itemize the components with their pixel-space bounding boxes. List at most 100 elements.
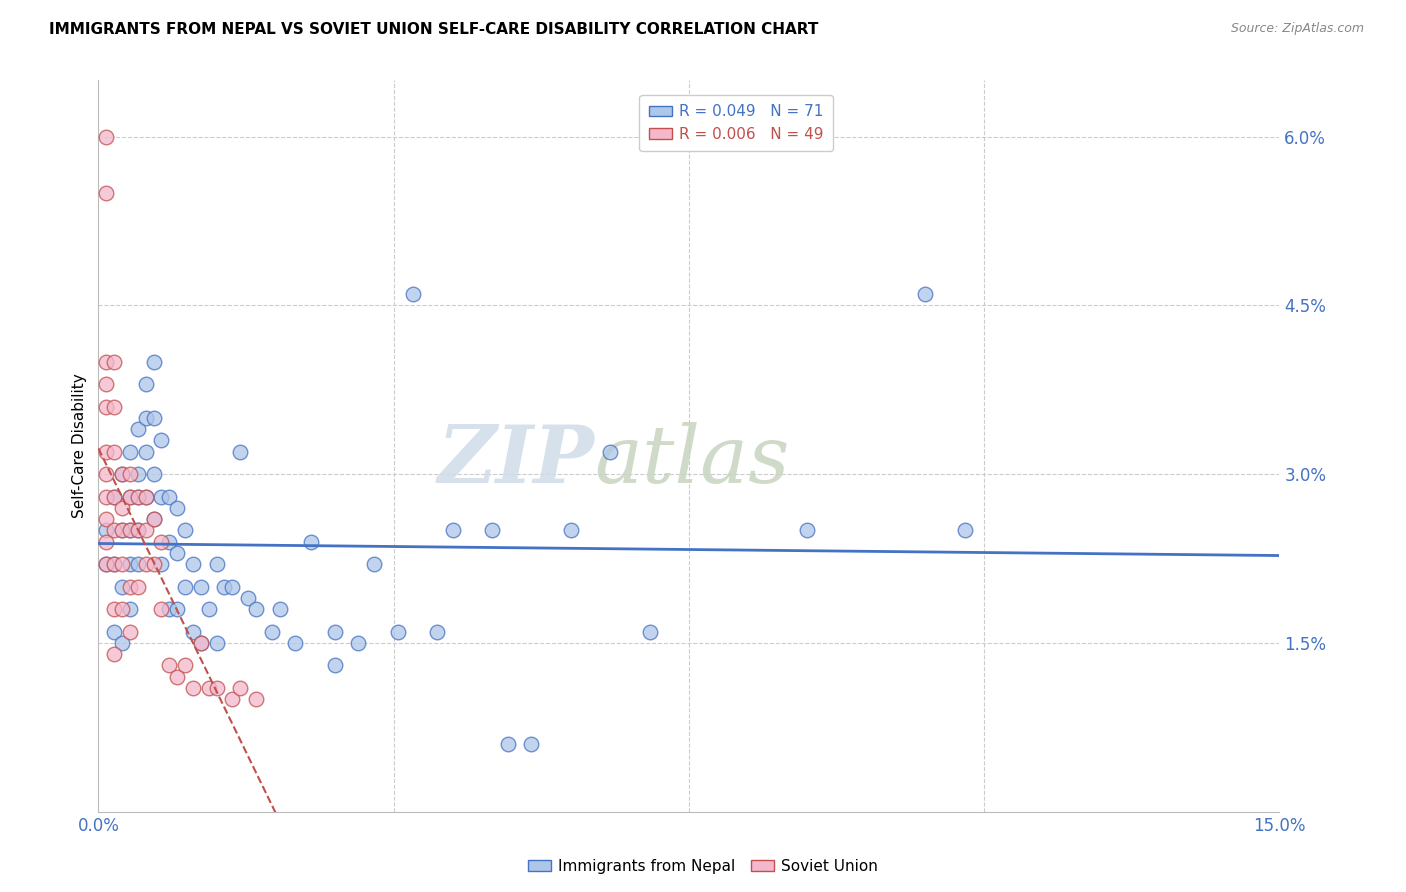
Text: Source: ZipAtlas.com: Source: ZipAtlas.com (1230, 22, 1364, 36)
Point (135, 444, 157, 458)
Point (142, 512, 165, 526)
Point (323, 624, 346, 639)
Point (127, 490, 149, 504)
Point (127, 467, 149, 482)
Point (214, 580, 236, 594)
Legend: R = 0.049   N = 71, R = 0.006   N = 49: R = 0.049 N = 71, R = 0.006 N = 49 (640, 95, 832, 152)
Point (127, 580, 149, 594)
Point (142, 354, 165, 368)
Text: atlas: atlas (595, 422, 790, 500)
Point (229, 444, 252, 458)
Point (441, 524, 464, 538)
Point (111, 524, 134, 538)
Point (103, 524, 125, 538)
Point (135, 490, 157, 504)
Point (387, 624, 409, 639)
Point (127, 422, 149, 436)
Point (118, 624, 141, 639)
Point (111, 602, 134, 616)
Point (111, 467, 134, 482)
Point (299, 534, 322, 549)
Point (135, 524, 157, 538)
Point (796, 524, 818, 538)
Point (103, 647, 125, 661)
Point (96, 512, 118, 526)
Point (181, 624, 204, 639)
Point (96, 534, 118, 549)
Point (103, 557, 125, 571)
Point (181, 681, 204, 695)
Point (103, 354, 125, 368)
Point (560, 524, 582, 538)
Point (135, 377, 157, 392)
Point (96, 444, 118, 458)
Point (150, 490, 173, 504)
Point (205, 681, 228, 695)
Point (103, 490, 125, 504)
Point (426, 624, 449, 639)
Point (118, 490, 141, 504)
Point (599, 444, 621, 458)
Point (135, 410, 157, 425)
Point (96, 186, 118, 200)
Point (142, 512, 165, 526)
Point (118, 557, 141, 571)
Point (127, 490, 149, 504)
Point (118, 602, 141, 616)
Point (363, 557, 385, 571)
Point (221, 580, 243, 594)
Point (323, 658, 346, 673)
Point (638, 624, 661, 639)
Point (111, 580, 134, 594)
Point (96, 467, 118, 482)
Y-axis label: Self-Care Disability: Self-Care Disability (72, 374, 87, 518)
Point (190, 636, 212, 650)
Point (103, 490, 125, 504)
Point (111, 636, 134, 650)
Point (953, 524, 976, 538)
Text: ZIP: ZIP (437, 422, 595, 500)
Point (127, 557, 149, 571)
Point (496, 737, 519, 751)
Point (166, 602, 188, 616)
Point (103, 602, 125, 616)
Point (166, 546, 188, 560)
Point (96, 557, 118, 571)
Point (96, 490, 118, 504)
Point (157, 534, 180, 549)
Point (118, 524, 141, 538)
Point (142, 467, 165, 482)
Point (190, 636, 212, 650)
Point (96, 524, 118, 538)
Point (402, 287, 425, 301)
Point (118, 444, 141, 458)
Point (142, 410, 165, 425)
Point (205, 557, 228, 571)
Point (118, 580, 141, 594)
Point (111, 557, 134, 571)
Point (205, 636, 228, 650)
Point (103, 444, 125, 458)
Legend: Immigrants from Nepal, Soviet Union: Immigrants from Nepal, Soviet Union (522, 853, 884, 880)
Point (127, 524, 149, 538)
Point (174, 524, 197, 538)
Point (221, 692, 243, 706)
Point (197, 602, 219, 616)
Point (142, 557, 165, 571)
Point (269, 602, 291, 616)
Point (174, 658, 197, 673)
Point (111, 500, 134, 515)
Point (118, 490, 141, 504)
Point (103, 557, 125, 571)
Point (96, 129, 118, 144)
Point (127, 524, 149, 538)
Point (520, 737, 543, 751)
Point (229, 681, 252, 695)
Point (260, 624, 283, 639)
Point (245, 692, 267, 706)
Point (245, 602, 267, 616)
Point (150, 434, 173, 448)
Point (347, 636, 370, 650)
Point (166, 670, 188, 684)
Point (181, 557, 204, 571)
